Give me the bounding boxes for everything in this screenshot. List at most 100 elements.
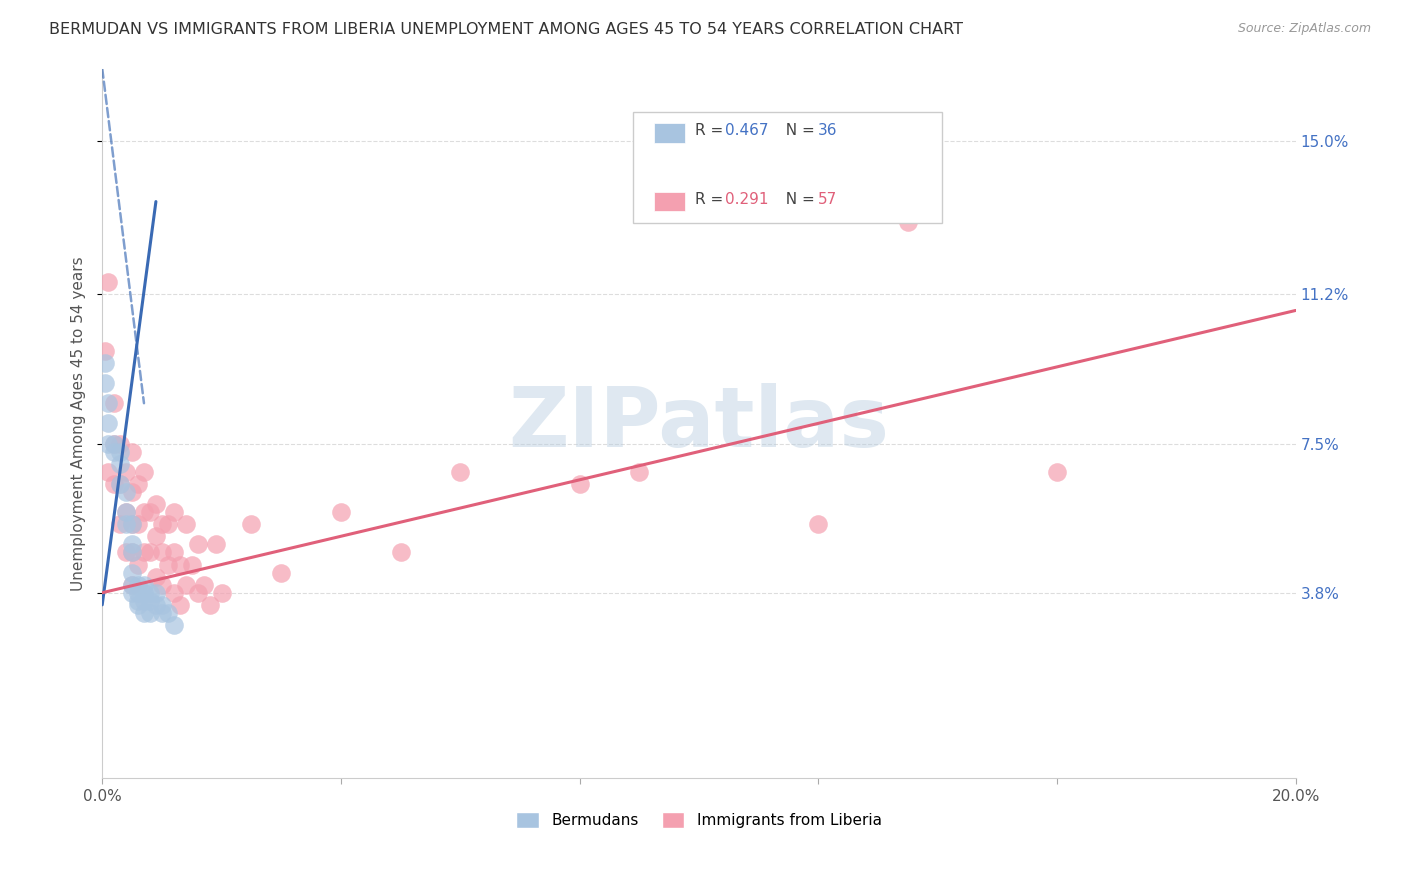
Point	[103, 444, 125, 458]
Text: N =: N =	[776, 192, 820, 207]
Point	[132, 577, 155, 591]
Point	[121, 545, 143, 559]
Point	[132, 465, 155, 479]
Point	[94, 356, 117, 370]
Point	[180, 558, 202, 572]
Point	[156, 558, 179, 572]
Point	[132, 594, 155, 608]
Point	[108, 476, 131, 491]
Point	[103, 436, 125, 450]
Point	[121, 566, 143, 580]
Text: R =: R =	[695, 123, 728, 138]
Point	[115, 517, 138, 532]
Point	[132, 545, 155, 559]
Point	[97, 417, 120, 431]
Text: ZIPatlas: ZIPatlas	[509, 383, 890, 464]
Point	[103, 436, 125, 450]
Point	[115, 545, 138, 559]
Text: N =: N =	[776, 123, 820, 138]
Point	[174, 577, 197, 591]
Point	[127, 517, 149, 532]
Point	[127, 585, 149, 599]
Text: BERMUDAN VS IMMIGRANTS FROM LIBERIA UNEMPLOYMENT AMONG AGES 45 TO 54 YEARS CORRE: BERMUDAN VS IMMIGRANTS FROM LIBERIA UNEM…	[49, 22, 963, 37]
Point	[628, 465, 651, 479]
Point	[121, 577, 143, 591]
Point	[127, 476, 149, 491]
Text: Source: ZipAtlas.com: Source: ZipAtlas.com	[1237, 22, 1371, 36]
Point	[121, 585, 143, 599]
Point	[145, 529, 167, 543]
Point	[169, 598, 191, 612]
Point	[163, 618, 186, 632]
Point	[121, 545, 143, 559]
Point	[97, 436, 120, 450]
Point	[97, 275, 120, 289]
Point	[127, 558, 149, 572]
Point	[139, 606, 162, 620]
Point	[97, 396, 120, 410]
Point	[127, 594, 149, 608]
Point	[121, 517, 143, 532]
Point	[156, 517, 179, 532]
Point	[204, 537, 226, 551]
Point	[163, 545, 186, 559]
Point	[132, 585, 155, 599]
Point	[108, 444, 131, 458]
Point	[150, 545, 173, 559]
Point	[150, 517, 173, 532]
Legend: Bermudans, Immigrants from Liberia: Bermudans, Immigrants from Liberia	[510, 806, 887, 834]
Point	[139, 585, 162, 599]
Point	[150, 606, 173, 620]
Point	[1046, 465, 1069, 479]
Text: R =: R =	[695, 192, 728, 207]
Point	[198, 598, 221, 612]
Point	[139, 505, 162, 519]
Point	[174, 517, 197, 532]
Point	[145, 598, 167, 612]
Point	[270, 566, 292, 580]
Point	[127, 598, 149, 612]
Point	[108, 476, 131, 491]
Point	[94, 343, 117, 358]
Point	[139, 545, 162, 559]
Point	[449, 465, 471, 479]
Point	[193, 577, 215, 591]
Point	[121, 517, 143, 532]
Point	[145, 497, 167, 511]
Text: 57: 57	[818, 192, 838, 207]
Point	[240, 517, 263, 532]
Point	[150, 598, 173, 612]
Point	[115, 505, 138, 519]
Point	[108, 457, 131, 471]
Point	[103, 476, 125, 491]
Point	[103, 396, 125, 410]
Point	[150, 577, 173, 591]
Point	[163, 585, 186, 599]
Point	[121, 444, 143, 458]
Point	[163, 505, 186, 519]
Point	[156, 606, 179, 620]
Point	[121, 577, 143, 591]
Point	[139, 594, 162, 608]
Point	[127, 577, 149, 591]
Point	[108, 436, 131, 450]
Point	[145, 569, 167, 583]
Point	[121, 484, 143, 499]
Point	[187, 585, 209, 599]
Point	[108, 517, 131, 532]
Point	[115, 465, 138, 479]
Y-axis label: Unemployment Among Ages 45 to 54 years: Unemployment Among Ages 45 to 54 years	[72, 256, 86, 591]
Point	[568, 476, 591, 491]
Text: 0.467: 0.467	[725, 123, 769, 138]
Text: 0.291: 0.291	[725, 192, 769, 207]
Point	[132, 606, 155, 620]
Point	[169, 558, 191, 572]
Text: 36: 36	[818, 123, 838, 138]
Point	[187, 537, 209, 551]
Point	[115, 505, 138, 519]
Point	[94, 376, 117, 390]
Point	[121, 537, 143, 551]
Point	[97, 465, 120, 479]
Point	[329, 505, 352, 519]
Point	[211, 585, 233, 599]
